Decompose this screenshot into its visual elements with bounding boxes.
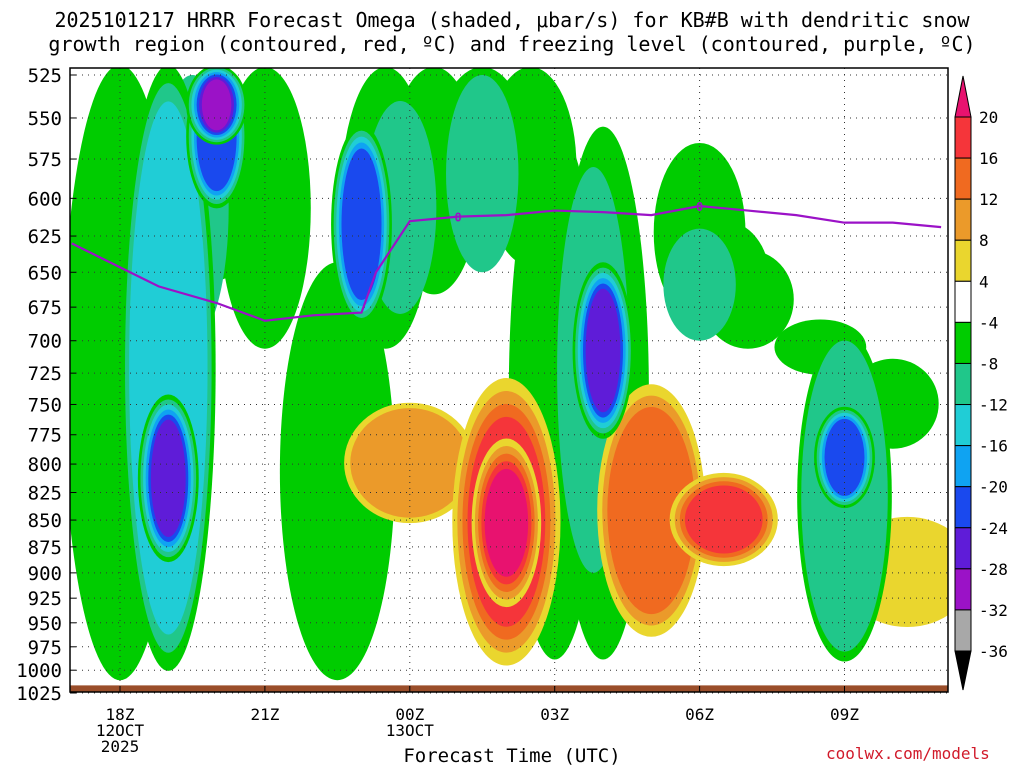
colorbar-label: -24 (979, 519, 1008, 538)
y-tick-label: 900 (28, 563, 62, 585)
omega-cell-negative (341, 148, 382, 301)
colorbar-segment (954, 404, 972, 447)
x-tick-label: 06Z (685, 705, 714, 724)
colorbar-segment (954, 321, 972, 364)
colorbar-label: -28 (979, 560, 1008, 579)
colorbar-segment (954, 280, 972, 323)
colorbar-top-triangle (954, 75, 972, 118)
omega-cell-negative (150, 419, 186, 537)
y-tick-label: 1000 (16, 660, 62, 682)
credit-label[interactable]: coolwx.com/models (826, 744, 990, 763)
y-tick-label: 950 (28, 613, 62, 635)
colorbar-bottom-triangle (954, 650, 972, 691)
omega-cell-negative (279, 262, 395, 681)
x-axis-title: Forecast Time (UTC) (403, 745, 621, 767)
x-tick-label: 09Z (830, 705, 859, 724)
y-tick-label: 725 (28, 363, 62, 385)
plot-frame (69, 67, 949, 693)
colorbar-segment (954, 116, 972, 159)
omega-cell-positive (607, 407, 696, 615)
colorbar-segment (954, 157, 972, 200)
colorbar-label: 4 (979, 272, 989, 291)
y-tick-label: 1025 (16, 683, 62, 705)
colorbar-label: -12 (979, 396, 1008, 415)
plot-area: 0 0 525 550 575 600 625 650 675 700 725 750 775 800 82… (16, 65, 949, 756)
omega-cell-positive (684, 485, 763, 554)
omega-cell-moderate (446, 75, 519, 273)
y-tick-label: 750 (28, 394, 62, 416)
x-tick-label: 00Z (395, 705, 424, 724)
y-tick-label: 825 (28, 482, 62, 504)
freezing-level-contour (71, 204, 942, 322)
y-tick-label: 600 (28, 188, 62, 210)
y-tick-label: 925 (28, 588, 62, 610)
x-tick-label: 03Z (540, 705, 569, 724)
x-tick-label: 18Z (106, 705, 135, 724)
colorbar-label: -16 (979, 437, 1008, 456)
colorbar-label: -20 (979, 478, 1008, 497)
chart-title-line-2: growth region (contoured, red, ºC) and f… (48, 32, 976, 56)
y-tick-label: 625 (28, 226, 62, 248)
y-tick-label: 700 (28, 331, 62, 353)
freezing-level-label: 0 (454, 211, 461, 225)
colorbar: 20 16 12 8 4 -4 -8 -12 -16 -20 -24 -28 -32 -36 (954, 75, 1008, 691)
y-tick-label: 675 (28, 297, 62, 319)
y-tick-label: 550 (28, 108, 62, 130)
colorbar-label: -4 (979, 313, 998, 332)
x-tick-label: 21Z (250, 705, 279, 724)
omega-cell-positive (350, 408, 470, 518)
colorbar-label: 12 (979, 190, 998, 209)
y-tick-label: 650 (28, 262, 62, 284)
omega-cell-positive (484, 468, 529, 577)
colorbar-label: -36 (979, 642, 1008, 661)
colorbar-segment (954, 239, 972, 282)
omega-cell-negative (201, 79, 232, 131)
omega-shading-layer (70, 68, 948, 692)
colorbar-segment (954, 198, 972, 241)
surface-terrain-band (70, 685, 948, 692)
colorbar-segment (954, 445, 972, 488)
y-tick-label: 775 (28, 425, 62, 447)
chart-title-line-1: 2025101217 HRRR Forecast Omega (shaded, … (54, 8, 970, 32)
colorbar-label: -32 (979, 601, 1008, 620)
colorbar-segment (954, 609, 972, 652)
colorbar-label: 20 (979, 108, 998, 127)
x-tick-label: 12OCT (96, 721, 145, 740)
colorbar-segment (954, 568, 972, 611)
y-tick-label: 800 (28, 454, 62, 476)
y-tick-label: 875 (28, 537, 62, 559)
colorbar-label: -8 (979, 354, 998, 373)
colorbar-label: 8 (979, 231, 989, 250)
y-tick-label: 575 (28, 149, 62, 171)
colorbar-segment (954, 362, 972, 406)
omega-cell-negative (585, 288, 621, 413)
y-tick-label: 975 (28, 637, 62, 659)
x-tick-label: 2025 (101, 737, 140, 756)
omega-cell-negative (824, 418, 865, 496)
colorbar-segment (954, 527, 972, 570)
y-tick-label: 850 (28, 510, 62, 532)
freezing-level-label: 0 (696, 200, 703, 214)
y-tick-label: 525 (28, 65, 62, 87)
colorbar-label: 16 (979, 149, 998, 168)
x-tick-label: 13OCT (386, 721, 435, 740)
colorbar-segment (954, 486, 972, 529)
